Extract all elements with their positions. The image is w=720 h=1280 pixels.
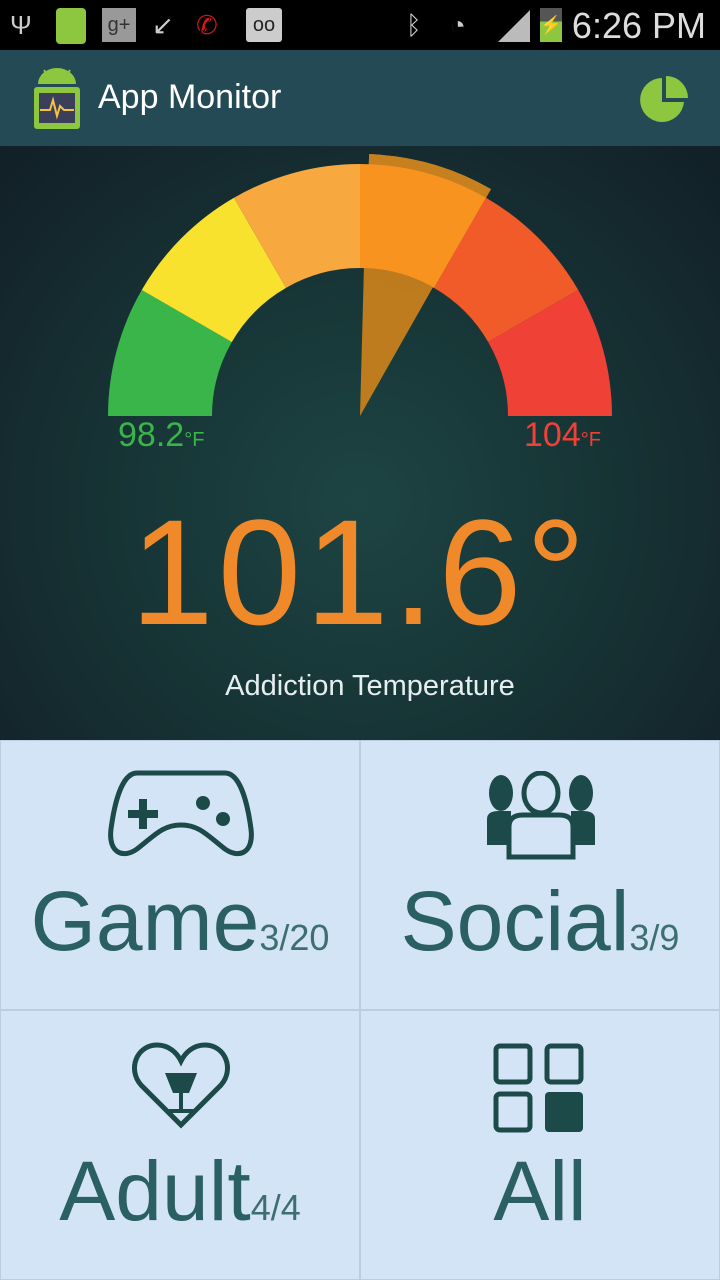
temperature-gauge	[108, 154, 612, 416]
category-grid: Game3/20 Social3/9 Adult4/4 All	[0, 740, 720, 1280]
status-bar: Ψ g+ ↙ ✆ oo ᛒ ◔ ⚡ 6:26 PM	[0, 0, 720, 50]
category-label: All	[493, 1144, 587, 1238]
gauge-segment	[141, 197, 286, 342]
temperature-value: 101.6°	[130, 488, 590, 656]
category-label: Game3/20	[30, 874, 330, 968]
gauge-active-segment	[365, 154, 491, 288]
category-social[interactable]: Social3/9	[360, 740, 720, 1010]
app-title: App Monitor	[98, 78, 282, 116]
gauge-panel: 98.2°F 104°F 101.6° Addiction Temperatur…	[0, 146, 720, 740]
google-plus-icon: g+	[102, 8, 136, 42]
gauge-max-label: 104°F	[524, 416, 601, 454]
category-adult[interactable]: Adult4/4	[0, 1010, 360, 1280]
battery-charging-icon: ⚡	[540, 8, 562, 42]
gauge-active-segment-rim	[368, 154, 491, 198]
gamepad-icon	[108, 770, 254, 856]
signal-icon	[498, 10, 530, 42]
gauge-segment	[234, 164, 360, 288]
gauge-segment	[488, 290, 612, 416]
app-logo-icon[interactable]	[32, 66, 82, 130]
gauge-segment	[434, 197, 579, 342]
wifi-call-icon: ✆	[196, 9, 218, 40]
grid-icon	[493, 1043, 584, 1133]
category-game[interactable]: Game3/20	[0, 740, 360, 1010]
app-monitor-notification-icon	[56, 8, 86, 44]
missed-call-icon: ↙	[152, 9, 174, 40]
category-label: Social3/9	[400, 874, 680, 968]
gauge-needle	[360, 268, 433, 416]
app-bar: App Monitor	[0, 50, 720, 146]
gauge-segment	[108, 290, 232, 416]
pie-chart-icon[interactable]	[638, 74, 690, 126]
bluetooth-icon: ᛒ	[406, 9, 422, 40]
gauge-min-label: 98.2°F	[118, 416, 205, 454]
people-icon	[487, 771, 595, 860]
category-label: Adult4/4	[59, 1144, 301, 1238]
wifi-icon: ◔	[450, 9, 466, 40]
usb-icon: Ψ	[10, 9, 32, 40]
category-all[interactable]: All	[360, 1010, 720, 1280]
heart-glass-icon	[131, 1042, 231, 1129]
clock: 6:26 PM	[571, 5, 706, 46]
gauge-caption: Addiction Temperature	[225, 670, 515, 702]
voicemail-icon: oo	[246, 8, 282, 42]
